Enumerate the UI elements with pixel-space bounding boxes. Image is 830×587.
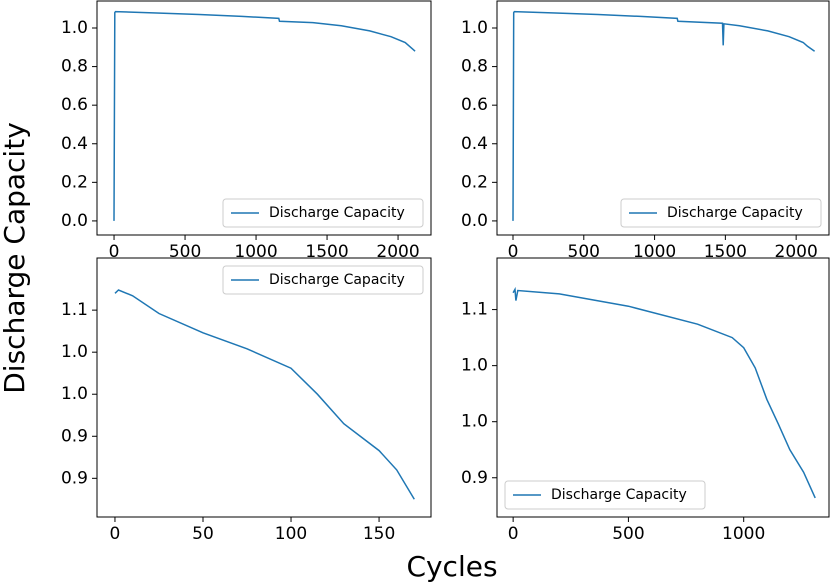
y-tick-label: 1.0: [61, 384, 88, 404]
x-tick-label: 500: [568, 242, 600, 262]
axes-frame: [96, 257, 432, 518]
y-tick-label: 0.9: [461, 468, 488, 488]
legend: Discharge Capacity: [222, 198, 424, 228]
legend: Discharge Capacity: [620, 198, 822, 228]
x-tick-label: 150: [363, 524, 395, 544]
data-line: [113, 10, 416, 221]
y-tick-label: 0.9: [61, 426, 88, 446]
legend-label: Discharge Capacity: [667, 205, 803, 221]
axes-frame: [96, 0, 432, 236]
y-tick-label: 0.2: [61, 172, 88, 192]
y-tick-label: 0.6: [61, 95, 88, 115]
y-axis-label: Discharge Capacity: [0, 122, 31, 394]
legend-label: Discharge Capacity: [551, 487, 687, 503]
y-tick-label: 0.0: [461, 211, 488, 231]
y-tick-label: 1.0: [461, 18, 488, 38]
x-tick-label: 50: [192, 524, 214, 544]
data-line: [512, 286, 816, 499]
legend-box: [620, 198, 822, 228]
y-tick-label: 0.8: [61, 57, 88, 77]
x-tick-label: 1000: [722, 524, 765, 544]
x-tick-label: 100: [275, 524, 307, 544]
axes-frame: [496, 0, 830, 236]
y-tick-label: 1.1: [461, 300, 488, 320]
x-tick-label: 500: [612, 524, 644, 544]
x-tick-label: 0: [109, 242, 120, 262]
legend: Discharge Capacity: [222, 265, 424, 295]
y-tick-label: 0.4: [61, 134, 88, 154]
x-tick-label: 1000: [234, 242, 277, 262]
x-tick-label: 500: [169, 242, 201, 262]
data-line: [114, 289, 415, 500]
x-axis-label: Cycles: [406, 550, 497, 583]
x-tick-label: 2000: [775, 242, 818, 262]
y-tick-label: 0.2: [461, 172, 488, 192]
y-tick-label: 0.0: [61, 211, 88, 231]
x-tick-label: 0: [110, 524, 121, 544]
y-tick-label: 1.0: [461, 356, 488, 376]
legend: Discharge Capacity: [504, 480, 706, 510]
legend-box: [222, 198, 424, 228]
y-tick-label: 0.6: [461, 95, 488, 115]
x-tick-label: 1000: [633, 242, 676, 262]
y-tick-label: 1.1: [61, 300, 88, 320]
legend-label: Discharge Capacity: [269, 205, 405, 221]
x-tick-label: 1500: [704, 242, 747, 262]
x-tick-label: 1500: [305, 242, 348, 262]
y-tick-label: 1.0: [461, 412, 488, 432]
x-tick-label: 0: [508, 242, 519, 262]
x-tick-label: 0: [508, 524, 519, 544]
y-tick-label: 0.4: [461, 134, 488, 154]
y-tick-label: 1.0: [61, 342, 88, 362]
legend-box: [504, 480, 706, 510]
y-tick-label: 0.9: [61, 468, 88, 488]
y-tick-label: 1.0: [61, 18, 88, 38]
x-tick-label: 2000: [376, 242, 419, 262]
legend-box: [222, 265, 424, 295]
data-line: [512, 10, 816, 221]
axes-frame: [496, 257, 830, 518]
y-tick-label: 0.8: [461, 57, 488, 77]
legend-label: Discharge Capacity: [269, 272, 405, 288]
